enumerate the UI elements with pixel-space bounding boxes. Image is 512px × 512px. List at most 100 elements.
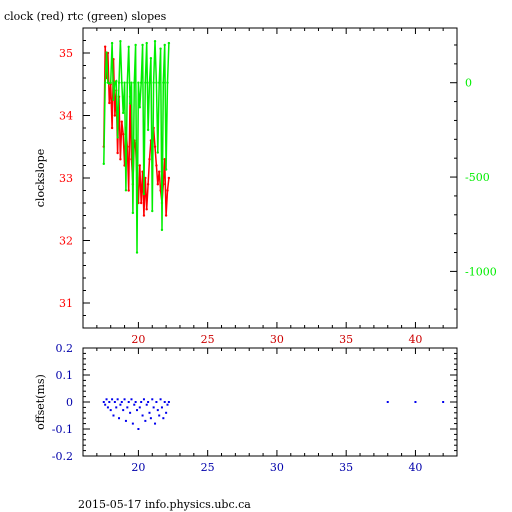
offset-point <box>118 417 121 420</box>
clock-point <box>110 126 114 130</box>
rtc-point <box>152 81 155 84</box>
clock-point <box>157 170 161 173</box>
offset-point <box>141 414 144 417</box>
clock-point <box>155 164 158 167</box>
offset-point <box>133 403 136 406</box>
bottom-x-tick-label: 35 <box>339 461 353 474</box>
bottom-x-tick-label: 30 <box>270 461 284 474</box>
top-left-tick-label: 35 <box>59 47 73 60</box>
rtc-series-line <box>103 41 170 253</box>
bottom-y-axis: 0.2 0.1 0 -0.1 -0.2 <box>52 342 457 463</box>
bottom-y-tick-label: 0.2 <box>56 342 74 355</box>
clock-point <box>139 201 143 205</box>
rtc-point <box>153 40 157 43</box>
footer-text: 2015-05-17 info.physics.ubc.ca <box>78 498 251 511</box>
rtc-point <box>102 162 105 166</box>
offset-point <box>144 419 147 422</box>
rtc-point <box>120 81 123 84</box>
rtc-point <box>167 41 171 45</box>
rtc-point <box>128 102 132 105</box>
offset-point <box>152 406 155 409</box>
offset-point <box>104 403 107 406</box>
offset-point <box>151 398 154 401</box>
bottom-x-tick-label: 20 <box>131 461 145 474</box>
clock-point <box>116 151 119 155</box>
offset-point <box>166 403 169 406</box>
rtc-point <box>133 81 136 84</box>
bottom-x-tick-label: 25 <box>201 461 215 474</box>
rtc-point <box>126 81 129 84</box>
rtc-point <box>134 43 137 47</box>
offset-point <box>414 401 417 403</box>
offset-point <box>122 409 125 412</box>
top-left-tick-label: 32 <box>59 235 73 248</box>
clock-point <box>103 45 107 48</box>
offset-point <box>109 409 112 412</box>
offset-point <box>111 398 114 401</box>
offset-point <box>140 401 143 403</box>
rtc-point <box>112 98 115 101</box>
bottom-y-tick-label: 0.1 <box>56 369 74 382</box>
offset-point <box>129 411 132 414</box>
clock-point <box>119 158 122 161</box>
offset-point <box>148 411 151 414</box>
rtc-point <box>164 168 168 171</box>
offset-point <box>120 401 123 403</box>
rtc-point <box>105 51 108 54</box>
offset-point <box>131 422 134 425</box>
rtc-point <box>145 41 148 45</box>
offset-point <box>124 419 127 422</box>
top-right-y-axis: 0 -500 -1000 <box>450 44 497 329</box>
offset-point <box>113 401 116 403</box>
rtc-point <box>146 128 150 132</box>
offset-point <box>134 401 137 403</box>
bottom-x-axis: 20 25 30 35 40 <box>82 348 458 474</box>
rtc-point <box>119 40 122 43</box>
rtc-point <box>110 41 114 45</box>
offset-point <box>116 398 119 401</box>
rtc-point <box>127 45 130 49</box>
rtc-point <box>162 81 165 84</box>
rtc-point <box>131 211 135 215</box>
rtc-point <box>166 81 169 84</box>
rtc-point <box>156 151 159 154</box>
bottom-x-tick-label: 40 <box>408 461 422 474</box>
offset-point <box>154 422 157 425</box>
clock-point <box>148 158 151 161</box>
rtc-point <box>137 81 140 84</box>
rtc-point <box>116 136 119 139</box>
rtc-point <box>109 81 112 84</box>
rtc-point <box>115 80 118 83</box>
top-right-tick-label: 0 <box>465 77 472 90</box>
rtc-point <box>157 81 161 84</box>
clock-point <box>164 214 168 217</box>
rtc-point <box>144 81 147 84</box>
bottom-series-group <box>102 398 445 430</box>
offset-point <box>127 401 130 403</box>
offset-point <box>160 406 163 409</box>
top-x-tick-label: 20 <box>131 333 145 346</box>
rtc-point <box>138 106 141 109</box>
rtc-point <box>160 228 164 232</box>
rtc-point <box>123 81 126 84</box>
offset-point <box>130 398 133 401</box>
rtc-point <box>149 56 153 60</box>
rtc-point <box>155 81 158 84</box>
offset-point <box>162 417 165 420</box>
clock-point <box>121 133 125 136</box>
bottom-y-axis-label: offset(ms) <box>34 374 47 430</box>
offset-point <box>136 409 139 412</box>
offset-point <box>142 398 145 401</box>
bottom-y-tick-label: -0.1 <box>52 423 73 436</box>
top-left-y-axis: 31 32 33 34 35 <box>59 40 90 329</box>
rtc-point <box>113 81 117 84</box>
offset-point <box>145 403 148 406</box>
clock-point <box>142 214 146 217</box>
clock-point <box>156 183 159 186</box>
rtc-point <box>124 189 128 192</box>
offset-point <box>159 398 162 401</box>
offset-point <box>105 398 108 401</box>
top-x-tick-label: 35 <box>339 333 353 346</box>
top-x-axis: 20 25 30 35 40 <box>82 28 458 346</box>
rtc-point <box>135 251 139 254</box>
